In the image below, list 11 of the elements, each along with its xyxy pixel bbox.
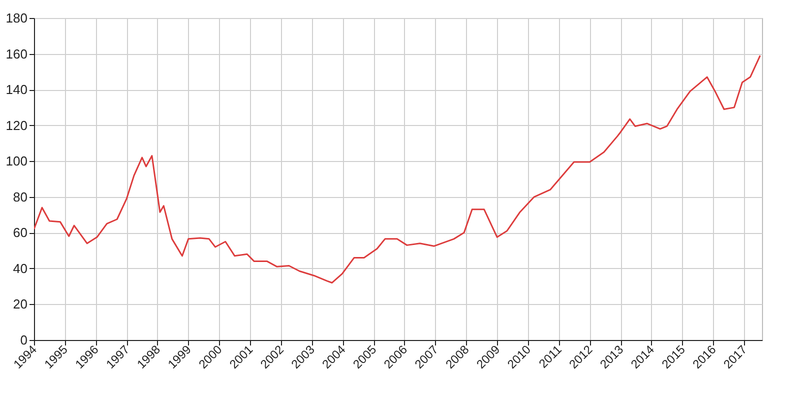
y-tick-label: 60	[13, 225, 28, 240]
y-tick-label: 20	[13, 296, 28, 312]
y-tick-label: 0	[20, 332, 28, 348]
y-tick-label: 80	[13, 189, 28, 204]
y-tick-label: 180	[6, 10, 28, 26]
y-tick-label: 140	[6, 82, 28, 98]
y-tick-label: 120	[6, 118, 28, 133]
y-tick-label: 100	[6, 154, 28, 169]
y-tick-label: 40	[13, 260, 28, 276]
line-series	[34, 54, 761, 284]
y-tick-label: 160	[6, 46, 28, 62]
